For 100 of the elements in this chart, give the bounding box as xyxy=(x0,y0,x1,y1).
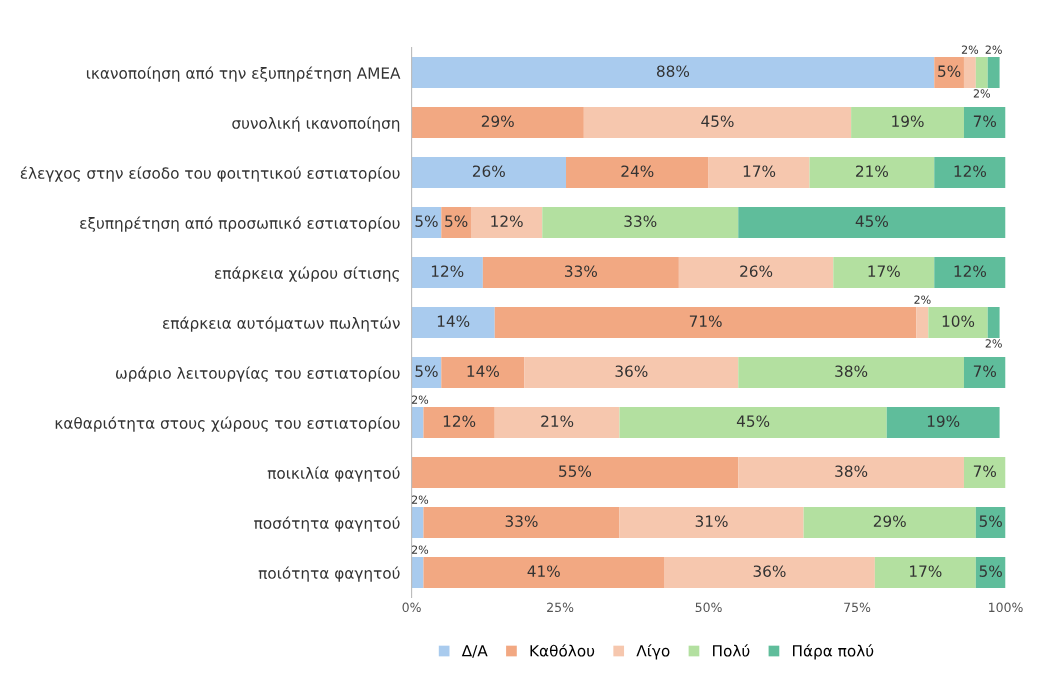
bar xyxy=(928,307,988,339)
bar xyxy=(482,257,679,289)
data-label: 14% xyxy=(437,315,470,327)
data-label: 45% xyxy=(855,215,889,227)
y-tick-label: καθαριότητα στους χώρους του εστιατορίου xyxy=(55,416,400,432)
bar xyxy=(542,207,739,239)
data-label: 36% xyxy=(753,565,786,577)
bar xyxy=(411,107,584,139)
bar xyxy=(851,107,964,139)
x-tick-label: 50% xyxy=(695,602,722,613)
bar xyxy=(423,507,620,539)
data-label: 7% xyxy=(973,365,997,377)
data-label: 88% xyxy=(656,65,690,77)
data-label: 33% xyxy=(505,515,538,527)
data-label: 24% xyxy=(621,165,654,177)
data-label: 19% xyxy=(892,115,924,127)
bar xyxy=(411,407,424,439)
bar xyxy=(809,157,935,189)
x-tick-label: 75% xyxy=(844,602,871,613)
bar xyxy=(963,357,1006,389)
bar xyxy=(803,507,976,539)
data-label: 5% xyxy=(445,215,468,227)
bar xyxy=(441,207,471,239)
data-label: 19% xyxy=(927,415,960,427)
data-label: 2% xyxy=(961,45,979,54)
data-label: 33% xyxy=(565,265,597,277)
bar xyxy=(874,557,976,589)
bar xyxy=(411,257,483,289)
bar xyxy=(916,307,929,339)
data-label: 38% xyxy=(835,465,868,477)
data-label: 31% xyxy=(695,515,728,527)
bar xyxy=(411,57,935,89)
data-label: 38% xyxy=(835,365,868,377)
data-label: 7% xyxy=(973,115,997,127)
bar xyxy=(411,307,495,339)
y-tick-label: εξυπηρέτηση από προσωπικό εστιατορίου xyxy=(80,216,400,232)
legend-label: Δ/Α xyxy=(461,645,488,658)
data-label: 2% xyxy=(973,89,990,98)
y-tick-label: ποιότητα φαγητού xyxy=(258,566,400,582)
bar xyxy=(619,507,804,539)
y-tick-label: ωράριο λειτουργίας του εστιατορίου xyxy=(115,366,400,382)
y-tick-label: επάρκεια χώρου σίτισης xyxy=(214,266,399,282)
bar xyxy=(886,407,1000,439)
data-label: 26% xyxy=(472,165,505,177)
bar xyxy=(963,57,976,89)
bar xyxy=(934,257,1006,289)
data-label: 2% xyxy=(411,395,429,404)
x-tick-label: 0% xyxy=(402,602,421,613)
bar xyxy=(664,557,875,589)
bar xyxy=(708,157,810,189)
data-label: 5% xyxy=(979,515,1002,527)
data-label: 71% xyxy=(689,315,722,327)
data-label: 2% xyxy=(411,545,429,554)
bar xyxy=(738,357,964,389)
data-label: 2% xyxy=(914,295,931,304)
bar xyxy=(566,157,709,189)
legend-label: Πάρα πολύ xyxy=(793,644,874,660)
data-label: 12% xyxy=(954,265,987,277)
bar xyxy=(411,557,424,589)
y-tick-label: συνολική ικανοποίηση xyxy=(232,116,400,132)
data-label: 2% xyxy=(985,339,1002,348)
bar xyxy=(738,457,964,489)
legend-label: Λίγο xyxy=(636,644,670,660)
bar xyxy=(934,57,964,89)
legend-label: Καθόλου xyxy=(530,644,595,657)
x-tick-label: 25% xyxy=(547,602,574,613)
data-label: 33% xyxy=(624,215,657,227)
bar xyxy=(583,107,852,139)
y-tick-label: ικανοποίηση από την εξυπηρέτηση ΑΜΕΑ xyxy=(86,66,401,82)
data-label: 7% xyxy=(973,465,997,477)
y-tick-label: επάρκεια αυτόματων πωλητών xyxy=(163,316,400,332)
bar xyxy=(678,257,834,289)
data-label: 5% xyxy=(415,365,438,377)
data-label: 26% xyxy=(740,265,773,277)
data-label: 21% xyxy=(856,165,889,177)
bar xyxy=(411,507,424,539)
y-tick-label: ποσότητα φαγητού xyxy=(254,516,400,532)
bar xyxy=(470,207,543,239)
bar xyxy=(934,157,1006,189)
bar xyxy=(987,57,1000,89)
bar xyxy=(963,457,1006,489)
data-label: 36% xyxy=(615,365,648,377)
bar xyxy=(423,407,495,439)
data-label: 5% xyxy=(415,215,438,227)
legend-label: Πολύ xyxy=(713,644,750,657)
bar xyxy=(738,207,1006,239)
data-label: 45% xyxy=(701,115,734,127)
data-label: 12% xyxy=(954,165,987,177)
data-label: 17% xyxy=(910,565,942,577)
data-label: 2% xyxy=(985,45,1002,54)
data-label: 5% xyxy=(938,65,961,77)
data-label: 12% xyxy=(443,415,476,427)
bar xyxy=(411,457,739,489)
data-label: 21% xyxy=(541,415,574,427)
data-label: 41% xyxy=(527,565,560,577)
bar xyxy=(494,307,917,339)
bar xyxy=(975,57,988,89)
bar xyxy=(987,307,1000,339)
bar xyxy=(423,557,665,589)
data-label: 14% xyxy=(467,365,499,377)
